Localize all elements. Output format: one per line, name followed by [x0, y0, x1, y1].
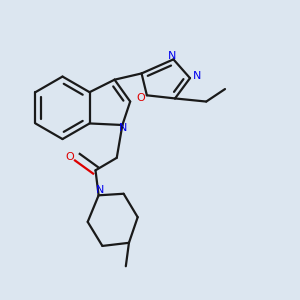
Text: O: O [136, 93, 145, 103]
Text: N: N [168, 51, 176, 61]
Text: N: N [193, 70, 201, 81]
Text: O: O [65, 152, 74, 162]
Text: N: N [119, 123, 127, 133]
Text: N: N [96, 185, 104, 195]
